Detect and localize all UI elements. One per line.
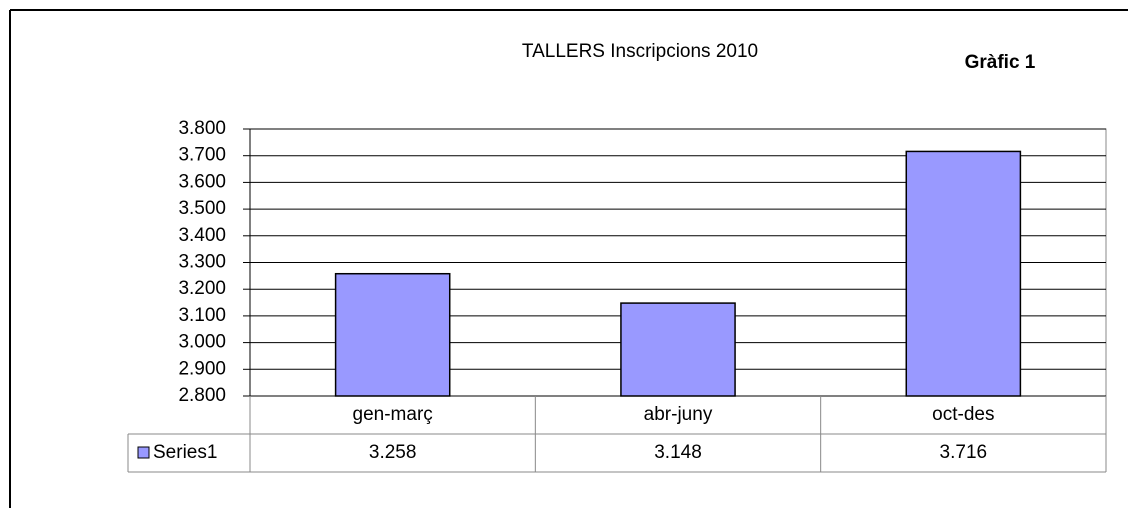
table-value: 3.258 bbox=[369, 442, 417, 463]
x-tick-label: oct-des bbox=[932, 404, 994, 425]
y-tick-label: 3.100 bbox=[178, 305, 226, 326]
y-tick-label: 3.300 bbox=[178, 252, 226, 273]
y-tick-label: 3.000 bbox=[178, 332, 226, 353]
y-tick-label: 3.600 bbox=[178, 171, 226, 192]
bar bbox=[620, 302, 736, 397]
annotation: Gràfic 1 bbox=[965, 52, 1036, 73]
legend-label: Series1 bbox=[153, 442, 217, 463]
bar bbox=[905, 150, 1022, 397]
table-value: 3.716 bbox=[940, 442, 988, 463]
table-value: 3.148 bbox=[654, 442, 702, 463]
y-tick-label: 2.800 bbox=[178, 385, 226, 406]
y-tick-label: 3.700 bbox=[178, 145, 226, 166]
y-tick-label: 3.200 bbox=[178, 278, 226, 299]
bar bbox=[334, 272, 451, 397]
y-tick-label: 2.900 bbox=[178, 358, 226, 379]
y-tick-label: 3.400 bbox=[178, 225, 226, 246]
y-tick-label: 3.800 bbox=[178, 118, 226, 139]
y-tick-label: 3.500 bbox=[178, 198, 226, 219]
x-tick-label: gen-març bbox=[353, 404, 433, 425]
legend-key bbox=[137, 446, 150, 459]
chart-title: TALLERS Inscripcions 2010 bbox=[522, 41, 758, 62]
x-tick-label: abr-juny bbox=[644, 404, 713, 425]
